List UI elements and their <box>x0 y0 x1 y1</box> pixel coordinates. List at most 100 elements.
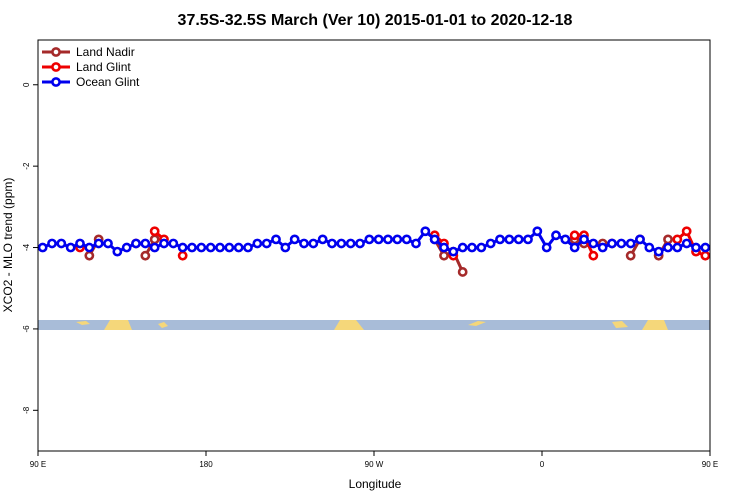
x-tick-label: 90 W <box>365 460 384 469</box>
data-point <box>308 238 319 249</box>
data-point <box>513 234 524 245</box>
legend-label: Land Glint <box>76 60 131 74</box>
land-mass <box>612 321 628 328</box>
legend-swatch-marker <box>51 62 61 72</box>
x-tick-label: 0 <box>540 460 545 469</box>
data-point <box>663 234 673 245</box>
data-point <box>392 234 403 245</box>
data-point <box>681 226 692 237</box>
data-point <box>149 242 160 253</box>
legend-label: Ocean Glint <box>76 75 140 89</box>
land-mass <box>158 322 168 328</box>
data-point <box>65 242 76 253</box>
y-tick-label: 0 <box>22 82 31 87</box>
data-point <box>476 242 487 253</box>
data-point <box>635 234 645 245</box>
data-point <box>140 238 151 249</box>
data-point <box>551 230 561 241</box>
y-axis-label: XCO2 - MLO trend (ppm) <box>1 178 15 313</box>
data-point <box>345 238 356 249</box>
data-point <box>541 242 552 253</box>
legend-swatch-marker <box>51 77 61 87</box>
data-point <box>149 226 160 237</box>
y-axis: 0 -2 -4 -6 -8 <box>22 82 38 414</box>
data-point <box>457 242 468 253</box>
land-mass <box>642 320 668 330</box>
x-tick-label: 90 E <box>702 460 718 469</box>
data-point <box>625 250 636 261</box>
data-point <box>411 238 421 249</box>
data-point <box>131 238 141 249</box>
data-point <box>457 267 468 277</box>
data-point <box>177 242 188 253</box>
data-point <box>317 234 328 245</box>
data-point <box>485 238 496 249</box>
data-point <box>420 226 431 237</box>
data-point <box>140 250 151 261</box>
data-point <box>523 234 533 245</box>
data-point <box>121 242 132 253</box>
legend-entry-land-nadir: Land Nadir <box>42 45 135 59</box>
data-point <box>261 238 272 249</box>
data-point <box>504 234 515 245</box>
data-point <box>448 246 459 257</box>
data-point <box>383 234 393 245</box>
data-point <box>644 242 655 253</box>
y-tick-label: -6 <box>22 325 31 333</box>
data-point <box>336 238 347 249</box>
data-point <box>289 234 300 245</box>
data-point <box>224 242 235 253</box>
data-point <box>103 238 113 249</box>
data-point <box>700 250 711 261</box>
data-point <box>168 238 179 249</box>
data-point <box>252 238 263 249</box>
land-strip-band <box>38 320 710 330</box>
data-point <box>327 238 337 249</box>
data-point <box>588 238 599 249</box>
data-point <box>177 250 188 261</box>
x-tick-label: 90 E <box>30 460 46 469</box>
legend-entry-land-glint: Land Glint <box>42 60 131 74</box>
data-point <box>495 234 505 245</box>
data-point <box>84 250 95 261</box>
data-point <box>196 242 207 253</box>
data-point <box>373 234 384 245</box>
data-point <box>280 242 291 253</box>
y-tick-label: -2 <box>22 162 31 170</box>
land-strip <box>38 320 710 330</box>
land-mass <box>334 320 364 330</box>
legend-label: Land Nadir <box>76 45 135 59</box>
data-point <box>700 242 711 253</box>
data-point <box>37 242 48 253</box>
data-point <box>112 246 123 257</box>
legend-swatch-marker <box>51 47 61 57</box>
data-point <box>187 242 197 253</box>
land-mass <box>76 321 90 325</box>
data-point <box>205 242 216 253</box>
data-point <box>215 242 225 253</box>
data-point <box>159 238 169 249</box>
data-point <box>439 242 449 253</box>
land-mass <box>468 321 486 326</box>
x-tick-label: 180 <box>199 460 213 469</box>
data-point <box>560 234 571 245</box>
data-point <box>271 234 281 245</box>
data-point <box>439 250 449 261</box>
data-point <box>672 234 683 245</box>
data-point <box>429 234 440 245</box>
data-point <box>56 238 67 249</box>
data-point <box>243 242 253 253</box>
data-point <box>532 226 543 237</box>
data-point <box>75 238 85 249</box>
x-axis-label: Longitude <box>349 477 402 491</box>
series-layer <box>37 226 711 277</box>
series-ocean-glint <box>37 226 711 257</box>
data-point <box>149 234 160 245</box>
chart-title: 37.5S-32.5S March (Ver 10) 2015-01-01 to… <box>178 12 573 29</box>
data-point <box>588 250 599 261</box>
data-point <box>355 238 365 249</box>
legend-entry-ocean-glint: Ocean Glint <box>42 75 140 89</box>
data-point <box>467 242 477 253</box>
